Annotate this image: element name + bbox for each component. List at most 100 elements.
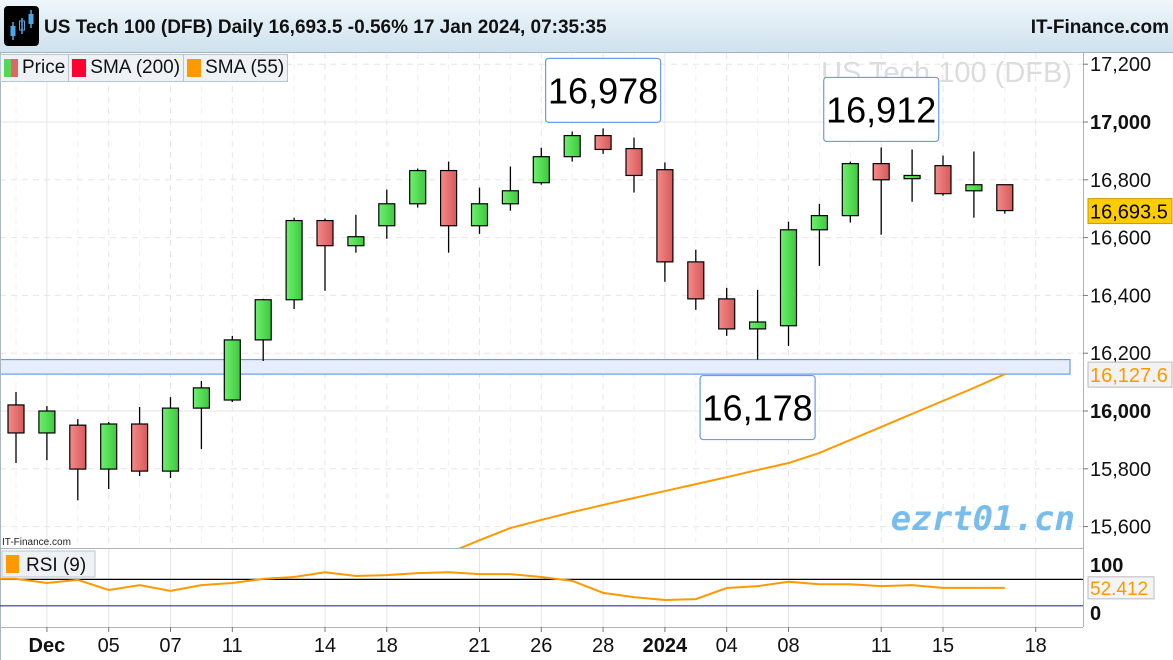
candle-body bbox=[594, 134, 612, 151]
y-tick-label: 15,800 bbox=[1090, 459, 1151, 481]
candle-up bbox=[409, 168, 427, 208]
candle-up bbox=[841, 161, 859, 223]
x-tick-label: 18 bbox=[376, 635, 398, 657]
rsi-line bbox=[0, 571, 1005, 602]
candle-up bbox=[285, 217, 303, 309]
candle-body bbox=[532, 156, 550, 184]
candle-body bbox=[965, 184, 983, 192]
candle-up bbox=[903, 149, 921, 202]
candle-up bbox=[563, 131, 581, 162]
candle-down bbox=[594, 128, 612, 154]
candle-up bbox=[254, 298, 272, 362]
candle-body bbox=[841, 163, 859, 217]
y-tick-label: 17,000 bbox=[1090, 112, 1151, 134]
candle-up bbox=[100, 421, 118, 490]
x-tick-label: 26 bbox=[530, 635, 552, 657]
rsi-tick-label: 0 bbox=[1090, 603, 1101, 625]
x-tick-label: 05 bbox=[98, 635, 120, 657]
price-annotation: 16,978 bbox=[544, 57, 662, 123]
sma55-line bbox=[458, 373, 1006, 548]
candle-body bbox=[223, 339, 241, 401]
y-tick-label: 16,800 bbox=[1090, 170, 1151, 192]
candle-body bbox=[131, 423, 149, 472]
x-tick-label: Dec bbox=[29, 635, 66, 657]
source-credit: IT-Finance.com bbox=[2, 537, 71, 548]
candle-down bbox=[872, 147, 890, 235]
rsi-tick-label: 100 bbox=[1090, 555, 1123, 577]
x-tick-label: 08 bbox=[777, 635, 799, 657]
sma200-swatch bbox=[72, 59, 87, 77]
legend-item-price[interactable]: Price bbox=[0, 54, 70, 82]
y-tick-label: 16,000 bbox=[1090, 401, 1151, 423]
candle-body bbox=[161, 407, 180, 472]
candle-body bbox=[285, 219, 303, 301]
chart-background bbox=[0, 53, 1173, 660]
legend-item-sma55[interactable]: SMA (55) bbox=[183, 54, 289, 82]
candle-up bbox=[501, 166, 519, 211]
candle-up bbox=[779, 221, 798, 346]
y-tick-label: 16,400 bbox=[1090, 285, 1151, 307]
candle-body bbox=[996, 184, 1014, 212]
candle-body bbox=[934, 165, 952, 195]
candle-up bbox=[532, 147, 550, 185]
candle-down bbox=[718, 287, 736, 336]
candle-up bbox=[470, 187, 489, 234]
candle-down bbox=[656, 162, 674, 282]
legend-label: SMA (55) bbox=[205, 57, 285, 78]
legend-label: SMA (200) bbox=[90, 57, 181, 78]
candle-body bbox=[501, 190, 519, 205]
candle-down bbox=[625, 137, 643, 193]
candle-down bbox=[687, 249, 705, 310]
candle-down bbox=[934, 155, 952, 196]
x-tick-label: 2024 bbox=[643, 635, 688, 657]
legend-item-sma200[interactable]: SMA (200) bbox=[68, 54, 185, 82]
candle-body bbox=[872, 163, 890, 181]
candle-body bbox=[656, 169, 674, 263]
x-tick-label: 14 bbox=[314, 635, 336, 657]
sma55-swatch bbox=[187, 59, 202, 77]
candle-down bbox=[440, 161, 458, 253]
candle-body bbox=[779, 229, 798, 327]
overlay-watermark: ezrt01.cn bbox=[891, 499, 1075, 539]
x-tick-label: 07 bbox=[159, 635, 181, 657]
x-tick-label: 28 bbox=[592, 635, 614, 657]
candle-down bbox=[7, 391, 25, 464]
candle-body bbox=[192, 387, 210, 409]
price-annotation: 16,912 bbox=[823, 76, 940, 143]
legend: Price SMA (200) SMA (55) bbox=[0, 54, 289, 82]
legend-label: Price bbox=[22, 57, 66, 78]
price-annotation: 16,178 bbox=[699, 374, 816, 441]
x-tick-label: 18 bbox=[1025, 635, 1047, 657]
rsi-legend-label: RSI (9) bbox=[26, 555, 86, 576]
candle-body bbox=[810, 215, 829, 231]
sma55-value-label: 16,127.6 bbox=[1090, 365, 1168, 387]
chart-header: US Tech 100 (DFB) Daily 16,693.5 -0.56% … bbox=[0, 0, 1173, 53]
candle-up bbox=[347, 214, 365, 253]
rsi-swatch bbox=[6, 555, 19, 573]
candle-body bbox=[7, 404, 25, 434]
candle-body bbox=[903, 174, 921, 180]
candle-body bbox=[316, 219, 334, 247]
candle-body bbox=[69, 424, 87, 470]
candle-body bbox=[38, 410, 56, 434]
candle-body bbox=[563, 134, 581, 158]
candle-body bbox=[378, 203, 396, 227]
y-tick-label: 16,200 bbox=[1090, 343, 1151, 365]
last-price-tag bbox=[1087, 198, 1173, 225]
candle-up bbox=[38, 406, 56, 461]
candle-body bbox=[625, 147, 643, 177]
candle-body bbox=[748, 321, 767, 330]
annotation-box bbox=[699, 374, 816, 441]
x-tick-label: 04 bbox=[716, 635, 738, 657]
candle-body bbox=[470, 203, 489, 227]
candles bbox=[7, 128, 1014, 501]
y-tick-label: 17,200 bbox=[1090, 54, 1151, 76]
candle-body bbox=[440, 169, 458, 227]
price-swatch bbox=[4, 59, 18, 77]
candle-up bbox=[748, 289, 767, 360]
annotation-label: 16,912 bbox=[826, 89, 936, 130]
candle-body bbox=[409, 169, 427, 205]
brand-name[interactable]: IT-Finance.com bbox=[1030, 17, 1169, 38]
candle-body bbox=[687, 261, 705, 300]
